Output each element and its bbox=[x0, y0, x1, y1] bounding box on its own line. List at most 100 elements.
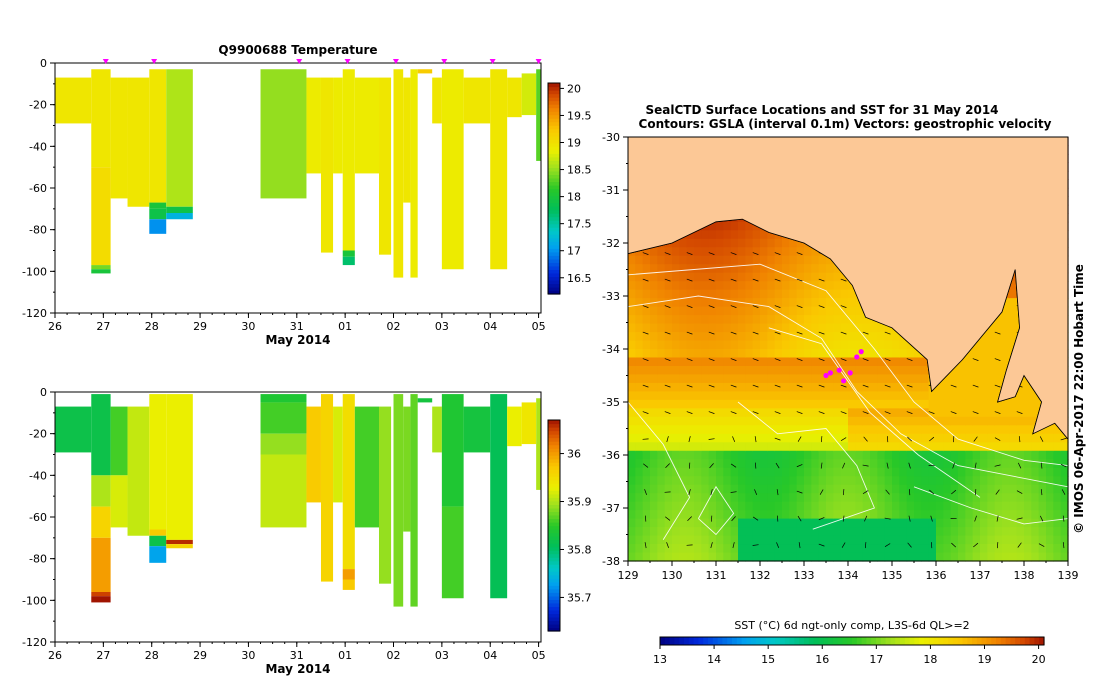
sst-cell bbox=[870, 332, 878, 342]
velocity-vector bbox=[730, 331, 737, 335]
sst-cell bbox=[650, 416, 658, 426]
colorbar-step bbox=[548, 156, 560, 161]
sst-cell bbox=[826, 315, 834, 325]
sst-cell bbox=[723, 450, 732, 460]
sst-cell bbox=[686, 527, 695, 537]
sst-cell bbox=[664, 315, 673, 325]
sst-cell bbox=[708, 357, 717, 367]
sst-cell bbox=[899, 476, 908, 486]
gsla-contour bbox=[698, 485, 735, 536]
colorbar-step bbox=[1020, 637, 1026, 645]
sst-cell bbox=[738, 264, 746, 274]
colorbar-step bbox=[708, 637, 714, 645]
velocity-vector bbox=[1016, 411, 1023, 414]
velocity-vector bbox=[907, 436, 913, 442]
sst-cell bbox=[921, 484, 930, 494]
sst-cell bbox=[877, 501, 886, 511]
sst-cell bbox=[1046, 425, 1054, 435]
sst-cell bbox=[657, 349, 666, 359]
velocity-vector bbox=[730, 384, 737, 388]
sst-cell bbox=[701, 467, 710, 477]
velocity-vector bbox=[906, 384, 913, 388]
sst-cell bbox=[789, 349, 798, 359]
sst-cell bbox=[840, 357, 849, 367]
sst-cell bbox=[943, 382, 952, 392]
velocity-vector bbox=[776, 489, 779, 496]
sst-cell bbox=[650, 281, 658, 291]
sst-cell bbox=[650, 264, 658, 274]
colorbar-step bbox=[890, 637, 896, 645]
seal-location-marker bbox=[847, 370, 853, 376]
sst-cell bbox=[958, 501, 966, 511]
sst-cell bbox=[642, 527, 651, 537]
sst-cell bbox=[767, 306, 776, 316]
sst-cell bbox=[848, 450, 856, 460]
sst-cell bbox=[774, 459, 783, 469]
sst-cell bbox=[789, 382, 798, 392]
profile-bin-20-0 bbox=[490, 394, 508, 599]
sst-cell bbox=[943, 493, 952, 503]
sst-cell bbox=[943, 442, 952, 452]
velocity-vector bbox=[841, 542, 846, 548]
sst-cell bbox=[994, 459, 1003, 469]
sst-cell bbox=[862, 323, 871, 333]
sst-cell bbox=[767, 535, 776, 545]
sst-cell bbox=[679, 476, 688, 486]
sst-cell bbox=[767, 272, 776, 282]
sst-cell bbox=[899, 527, 908, 537]
sst-cell bbox=[1038, 467, 1047, 477]
sst-cell bbox=[796, 349, 805, 359]
sst-cell bbox=[870, 408, 878, 418]
sst-cell bbox=[972, 501, 981, 511]
sst-cell bbox=[650, 247, 658, 257]
sst-cell bbox=[833, 382, 842, 392]
sst-cell bbox=[1024, 476, 1032, 486]
sst-cell bbox=[789, 247, 798, 257]
sst-cell bbox=[760, 527, 768, 537]
velocity-vector bbox=[974, 515, 977, 522]
sst-cell bbox=[745, 264, 754, 274]
sst-cell bbox=[672, 476, 680, 486]
x-tick-label: 26 bbox=[48, 649, 62, 662]
sst-cell bbox=[745, 442, 754, 452]
sst-cell bbox=[899, 518, 908, 528]
sst-cell bbox=[950, 433, 959, 443]
sst-cell bbox=[782, 510, 790, 520]
colorbar-step bbox=[548, 606, 560, 611]
velocity-vector bbox=[972, 411, 979, 414]
sst-cell bbox=[628, 272, 636, 282]
sst-cell bbox=[804, 340, 812, 350]
colorbar-tick-label: 16 bbox=[815, 653, 829, 666]
sst-cell bbox=[826, 323, 834, 333]
colorbar-step bbox=[741, 637, 747, 645]
sst-cell bbox=[921, 425, 930, 435]
sst-cell bbox=[657, 289, 666, 299]
sst-cell bbox=[628, 493, 636, 503]
sst-cell bbox=[628, 433, 636, 443]
sst-cell bbox=[899, 357, 908, 367]
sst-cell bbox=[745, 467, 754, 477]
sst-cell bbox=[804, 255, 812, 265]
profile-bin-1-3 bbox=[91, 269, 111, 274]
sst-cell bbox=[1046, 544, 1054, 554]
sst-cell bbox=[1009, 493, 1018, 503]
sst-cell bbox=[840, 315, 849, 325]
velocity-vector bbox=[974, 462, 977, 469]
sst-cell bbox=[811, 518, 820, 528]
colorbar-step bbox=[548, 627, 560, 632]
sst-cell bbox=[635, 332, 644, 342]
sst-cell bbox=[664, 416, 673, 426]
colorbar-step bbox=[548, 93, 560, 98]
colorbar-step bbox=[948, 637, 954, 645]
sst-cell bbox=[1031, 467, 1040, 477]
velocity-vector bbox=[862, 464, 869, 467]
sst-cell bbox=[921, 510, 930, 520]
sst-cell bbox=[1009, 450, 1018, 460]
sst-cell bbox=[664, 425, 673, 435]
profile-bin-11-0 bbox=[354, 77, 379, 174]
sst-cell bbox=[730, 349, 739, 359]
sst-cell bbox=[884, 416, 893, 426]
sst-cell bbox=[635, 391, 644, 401]
sst-cell bbox=[936, 416, 944, 426]
sst-cell bbox=[804, 382, 812, 392]
